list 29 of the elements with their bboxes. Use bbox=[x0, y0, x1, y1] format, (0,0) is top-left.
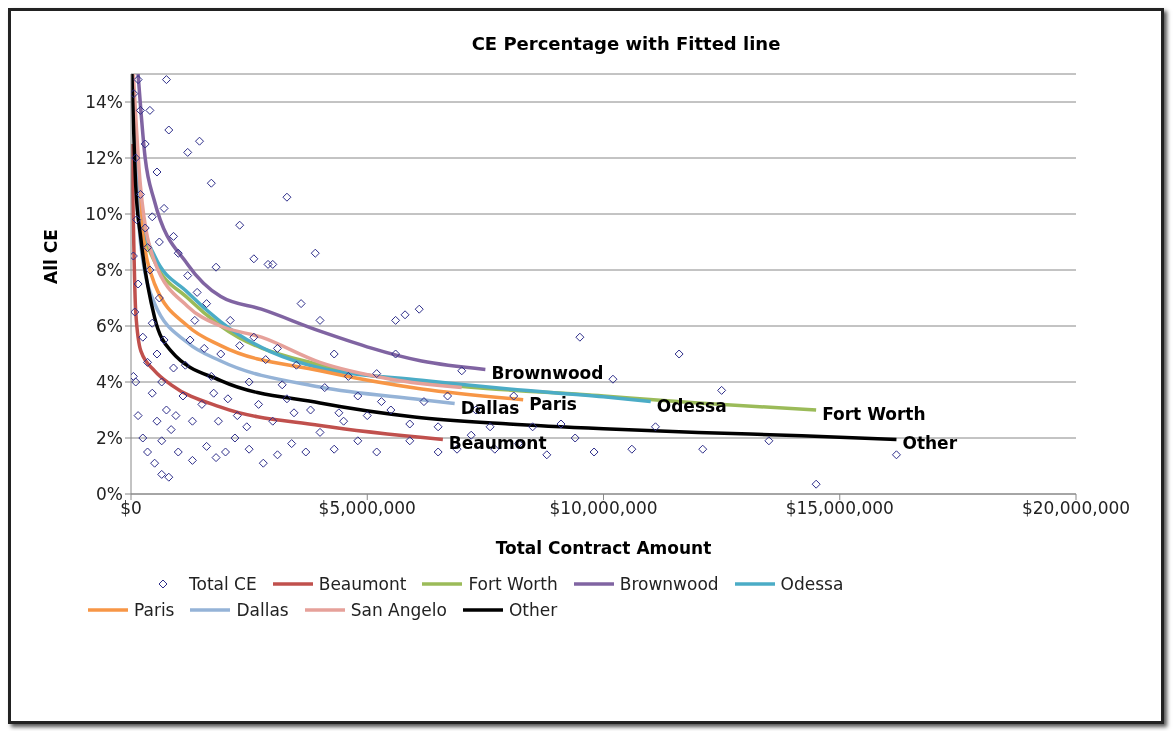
legend-label: Total CE bbox=[189, 574, 257, 594]
legend-label: Fort Worth bbox=[468, 574, 558, 594]
legend-label: Brownwood bbox=[619, 574, 719, 594]
annotation: Other bbox=[902, 433, 958, 454]
legend-label: Beaumont bbox=[318, 574, 407, 594]
y-tick-label: 14% bbox=[85, 92, 123, 113]
x-tick-label: $10,000,000 bbox=[549, 498, 658, 519]
chart-title: CE Percentage with Fitted line bbox=[470, 33, 782, 54]
y-tick-label: 2% bbox=[96, 428, 123, 449]
x-tick-label: $20,000,000 bbox=[1021, 498, 1131, 519]
y-tick-label: 12% bbox=[85, 148, 123, 169]
annotation: Fort Worth bbox=[822, 404, 926, 424]
y-tick-label: 0% bbox=[96, 484, 123, 505]
annotation: Brownwood bbox=[491, 363, 604, 384]
annotation: Dallas bbox=[460, 397, 520, 418]
x-tick-label: $5,000,000 bbox=[318, 498, 416, 519]
x-tick-label: $15,000,000 bbox=[785, 498, 894, 519]
annotation: Paris bbox=[529, 393, 577, 414]
x-axis-title: Total Contract Amount bbox=[495, 538, 712, 558]
legend-label: Paris bbox=[134, 600, 175, 620]
y-tick-label: 6% bbox=[96, 316, 123, 337]
legend-label: San Angelo bbox=[350, 600, 447, 620]
y-tick-label: 10% bbox=[85, 204, 123, 225]
y-axis-title: All CE bbox=[41, 229, 62, 284]
y-tick-label: 4% bbox=[96, 372, 123, 393]
y-tick-label: 8% bbox=[96, 260, 123, 281]
legend-label: Other bbox=[508, 600, 558, 620]
legend-label: Odessa bbox=[780, 574, 844, 594]
legend-label: Dallas bbox=[236, 600, 289, 620]
